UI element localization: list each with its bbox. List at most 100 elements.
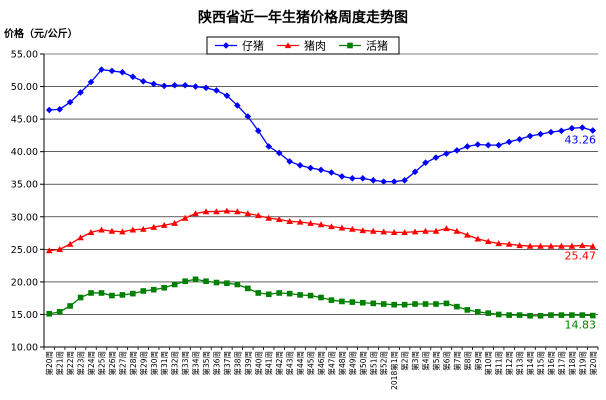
x-tick-label: 第14周 xyxy=(525,351,535,376)
x-tick-label: 第29周 xyxy=(138,351,148,376)
data-point xyxy=(234,102,241,109)
y-tick-label: 55.00 xyxy=(11,50,38,61)
data-point xyxy=(307,292,314,299)
data-point xyxy=(453,147,461,154)
data-point xyxy=(244,210,252,217)
data-point xyxy=(265,143,273,150)
x-tick-label: 第3周 xyxy=(410,351,420,371)
x-tick-label: 第10周 xyxy=(483,351,493,376)
x-tick-label: 第45周 xyxy=(306,351,316,376)
x-tick-label: 第32周 xyxy=(170,351,180,376)
data-point xyxy=(108,227,116,234)
data-point xyxy=(380,301,387,307)
chart-title: 陕西省近一年生猪价格周度走势图 xyxy=(198,9,408,26)
x-tick-label: 第51周 xyxy=(368,351,378,376)
data-point xyxy=(443,225,450,232)
data-point xyxy=(224,280,230,286)
data-point xyxy=(360,299,366,306)
y-tick-label: 10.00 xyxy=(11,343,38,354)
x-tick-label: 第5周 xyxy=(431,351,441,371)
y-tick-label: 35.00 xyxy=(11,180,38,191)
end-value-label: 14.83 xyxy=(565,319,597,332)
data-point xyxy=(98,66,105,73)
data-point xyxy=(286,290,293,297)
x-tick-label: 第21周 xyxy=(55,351,65,376)
x-tick-label: 第25周 xyxy=(96,351,106,376)
data-point xyxy=(202,84,210,92)
data-point xyxy=(391,301,397,308)
legend-marker xyxy=(347,42,353,49)
data-point xyxy=(589,312,596,319)
data-point xyxy=(98,226,105,233)
end-value-label: 43.26 xyxy=(565,133,597,146)
data-point xyxy=(213,87,220,94)
data-point xyxy=(422,301,429,307)
data-point xyxy=(454,303,460,310)
data-point xyxy=(307,164,314,172)
data-point xyxy=(390,178,398,185)
x-tick-label: 第37周 xyxy=(222,351,232,376)
data-point xyxy=(318,294,324,301)
data-point xyxy=(244,113,252,120)
data-point xyxy=(182,278,188,285)
data-point xyxy=(328,223,335,230)
data-point xyxy=(192,210,199,217)
data-point xyxy=(464,307,471,313)
data-point xyxy=(432,227,440,234)
data-point xyxy=(484,141,492,149)
x-tick-label: 第4周 xyxy=(421,351,431,371)
x-tick-label: 第35周 xyxy=(201,351,211,376)
y-tick-label: 25.00 xyxy=(11,245,38,256)
data-point xyxy=(160,82,168,90)
data-point xyxy=(338,173,346,180)
data-point xyxy=(484,238,492,245)
data-point xyxy=(537,130,544,138)
data-point xyxy=(307,219,314,226)
data-point xyxy=(569,312,575,318)
data-point xyxy=(254,127,262,135)
legend-marker xyxy=(222,42,230,49)
x-tick-label: 第42周 xyxy=(274,351,284,376)
data-point xyxy=(171,81,178,89)
data-point xyxy=(234,208,241,215)
data-point xyxy=(328,169,335,176)
data-point xyxy=(328,297,335,303)
data-point xyxy=(87,229,95,236)
x-tick-label: 第6周 xyxy=(441,351,451,371)
data-point xyxy=(495,311,502,318)
data-point xyxy=(568,242,576,249)
data-point xyxy=(254,212,262,219)
data-point xyxy=(359,175,367,182)
data-point xyxy=(369,227,377,234)
x-tick-label: 第43周 xyxy=(285,351,295,376)
data-point xyxy=(45,106,53,114)
data-point xyxy=(558,127,565,135)
data-point xyxy=(192,276,199,283)
data-point xyxy=(213,279,220,286)
data-point xyxy=(150,286,157,293)
data-point xyxy=(474,235,482,242)
end-value-label: 25.47 xyxy=(565,249,597,262)
x-tick-label: 第17周 xyxy=(556,351,566,376)
y-axis-label: 价格（元/公斤） xyxy=(4,27,78,40)
x-tick-label: 第52周 xyxy=(379,351,389,376)
data-point xyxy=(589,242,597,249)
data-point xyxy=(474,141,482,148)
data-point xyxy=(338,224,346,231)
x-tick-label: 第50周 xyxy=(358,351,368,376)
data-point xyxy=(45,247,53,254)
x-tick-label: 第27周 xyxy=(117,351,127,376)
data-point xyxy=(286,158,293,165)
data-point xyxy=(380,228,388,235)
data-point xyxy=(422,227,429,234)
x-tick-label: 第15周 xyxy=(536,351,546,376)
data-point xyxy=(203,278,209,285)
data-point xyxy=(77,294,84,301)
data-point xyxy=(181,81,189,89)
x-tick-label: 第38周 xyxy=(232,351,242,376)
data-point xyxy=(317,166,325,174)
x-tick-label: 第33周 xyxy=(180,351,190,376)
x-tick-label: 第47周 xyxy=(326,351,336,376)
x-tick-label: 第20周 xyxy=(588,351,598,376)
data-point xyxy=(119,292,126,298)
